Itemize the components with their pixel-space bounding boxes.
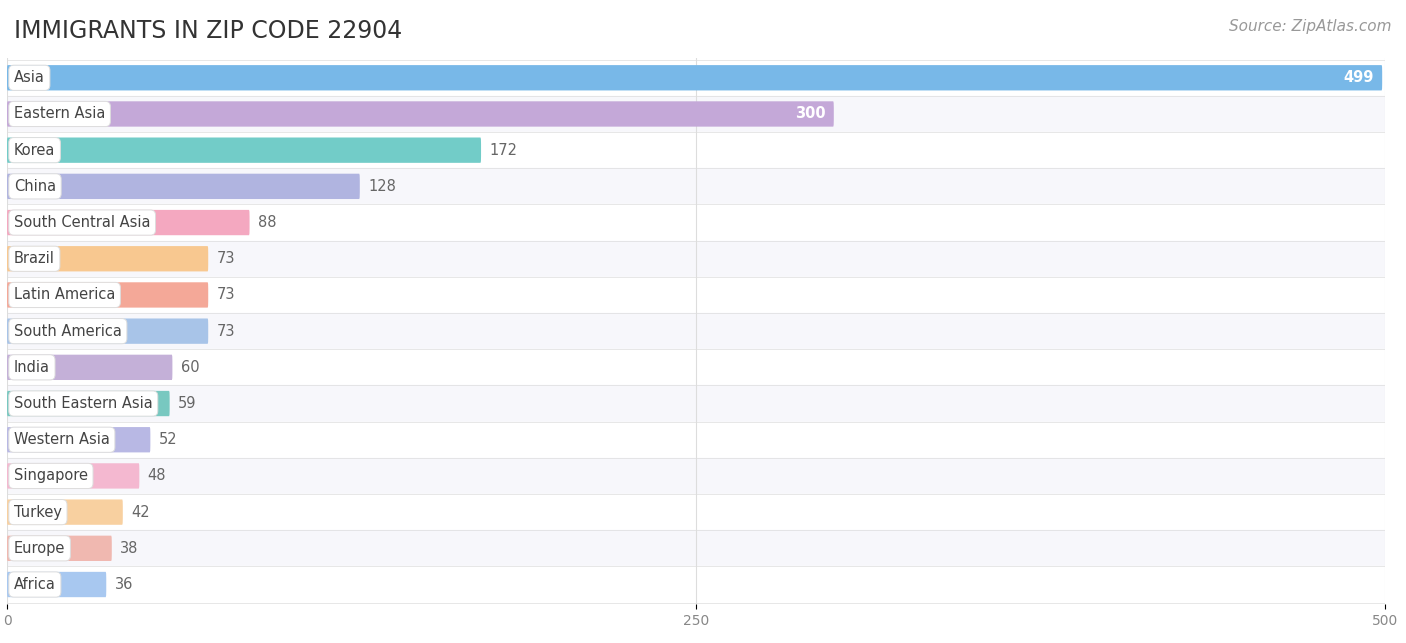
- Text: Europe: Europe: [14, 541, 65, 556]
- Bar: [7, 494, 1385, 530]
- FancyBboxPatch shape: [7, 318, 208, 344]
- FancyBboxPatch shape: [7, 500, 122, 525]
- Text: Africa: Africa: [14, 577, 56, 592]
- Text: Asia: Asia: [14, 70, 45, 86]
- Text: South America: South America: [14, 323, 122, 339]
- FancyBboxPatch shape: [7, 246, 208, 271]
- Text: 128: 128: [368, 179, 396, 194]
- Bar: [7, 385, 1385, 422]
- Text: 73: 73: [217, 287, 235, 302]
- Text: 300: 300: [794, 107, 825, 122]
- Text: 52: 52: [159, 432, 177, 448]
- Text: Latin America: Latin America: [14, 287, 115, 302]
- Bar: [7, 168, 1385, 204]
- Text: Singapore: Singapore: [14, 469, 89, 484]
- Text: India: India: [14, 360, 51, 375]
- Bar: [7, 349, 1385, 385]
- Text: 60: 60: [180, 360, 200, 375]
- FancyBboxPatch shape: [7, 536, 111, 561]
- FancyBboxPatch shape: [7, 391, 170, 416]
- FancyBboxPatch shape: [7, 174, 360, 199]
- Text: 38: 38: [120, 541, 138, 556]
- FancyBboxPatch shape: [7, 102, 834, 127]
- Bar: [7, 458, 1385, 494]
- Text: Source: ZipAtlas.com: Source: ZipAtlas.com: [1229, 19, 1392, 34]
- Bar: [7, 240, 1385, 277]
- Bar: [7, 96, 1385, 132]
- Text: 73: 73: [217, 251, 235, 266]
- Text: 73: 73: [217, 323, 235, 339]
- Text: 48: 48: [148, 469, 166, 484]
- Text: China: China: [14, 179, 56, 194]
- Bar: [7, 204, 1385, 240]
- Bar: [7, 530, 1385, 566]
- FancyBboxPatch shape: [7, 463, 139, 489]
- FancyBboxPatch shape: [7, 572, 107, 597]
- Text: IMMIGRANTS IN ZIP CODE 22904: IMMIGRANTS IN ZIP CODE 22904: [14, 19, 402, 43]
- Text: 36: 36: [114, 577, 134, 592]
- Text: Western Asia: Western Asia: [14, 432, 110, 448]
- FancyBboxPatch shape: [7, 138, 481, 163]
- Text: Korea: Korea: [14, 143, 55, 158]
- FancyBboxPatch shape: [7, 282, 208, 307]
- Text: 42: 42: [131, 505, 149, 520]
- Text: 88: 88: [257, 215, 277, 230]
- Bar: [7, 313, 1385, 349]
- Bar: [7, 60, 1385, 96]
- Text: South Eastern Asia: South Eastern Asia: [14, 396, 153, 411]
- Bar: [7, 566, 1385, 602]
- FancyBboxPatch shape: [7, 355, 173, 380]
- FancyBboxPatch shape: [7, 427, 150, 453]
- FancyBboxPatch shape: [7, 210, 249, 235]
- Text: 59: 59: [179, 396, 197, 411]
- Bar: [7, 422, 1385, 458]
- Text: Brazil: Brazil: [14, 251, 55, 266]
- Bar: [7, 132, 1385, 168]
- Text: 499: 499: [1344, 70, 1374, 86]
- Text: 172: 172: [489, 143, 517, 158]
- Text: Eastern Asia: Eastern Asia: [14, 107, 105, 122]
- FancyBboxPatch shape: [7, 65, 1382, 91]
- Text: Turkey: Turkey: [14, 505, 62, 520]
- Bar: [7, 277, 1385, 313]
- Text: South Central Asia: South Central Asia: [14, 215, 150, 230]
